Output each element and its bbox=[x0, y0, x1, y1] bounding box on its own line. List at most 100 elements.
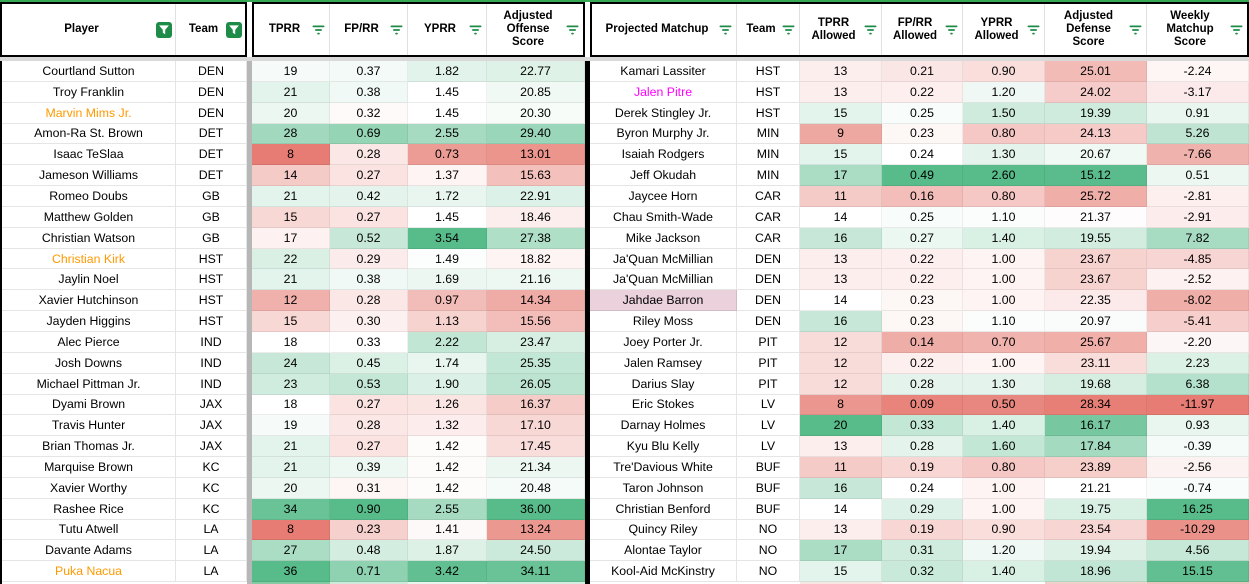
tprr-cell[interactable]: 18 bbox=[252, 331, 330, 353]
adj-offense-cell[interactable]: 26.05 bbox=[487, 373, 585, 395]
weekly-matchup-cell[interactable]: -3.17 bbox=[1147, 81, 1249, 103]
yprr-cell[interactable]: 1.13 bbox=[408, 311, 487, 332]
weekly-matchup-cell[interactable]: -8.02 bbox=[1147, 290, 1249, 312]
matchup-cell[interactable]: Ja'Quan McMillian bbox=[590, 248, 737, 270]
adj-offense-cell[interactable]: 25.35 bbox=[487, 352, 585, 374]
team-cell[interactable]: CAR bbox=[737, 206, 800, 228]
tprr-cell[interactable]: 15 bbox=[252, 311, 330, 332]
fprr-allowed-cell[interactable]: 0.19 bbox=[882, 519, 963, 541]
filter-lines-icon[interactable] bbox=[718, 24, 733, 35]
adj-defense-cell[interactable]: 20.97 bbox=[1045, 311, 1147, 332]
yprr-cell[interactable]: 2.55 bbox=[408, 123, 487, 145]
filter-funnel-icon[interactable] bbox=[226, 21, 242, 38]
fprr-cell[interactable]: 0.52 bbox=[330, 227, 408, 249]
weekly-matchup-cell[interactable]: -2.52 bbox=[1147, 269, 1249, 291]
yprr-cell[interactable]: 1.42 bbox=[408, 477, 487, 499]
tprr-allowed-cell[interactable]: 17 bbox=[800, 165, 882, 187]
tprr-cell[interactable]: 23 bbox=[252, 373, 330, 395]
yprr-allowed-cell[interactable]: 1.10 bbox=[963, 311, 1045, 332]
weekly-matchup-cell[interactable]: -0.39 bbox=[1147, 436, 1249, 458]
player-cell[interactable]: Jameson Williams bbox=[2, 165, 176, 187]
team-cell[interactable]: NO bbox=[737, 540, 800, 562]
adj-offense-cell[interactable]: 17.45 bbox=[487, 436, 585, 458]
weekly-matchup-cell[interactable]: 0.93 bbox=[1147, 415, 1249, 437]
weekly-matchup-cell[interactable]: -2.91 bbox=[1147, 206, 1249, 228]
adj-offense-cell[interactable]: 14.34 bbox=[487, 290, 585, 312]
adj-offense-cell[interactable]: 21.34 bbox=[487, 457, 585, 478]
yprr-allowed-cell[interactable]: 0.80 bbox=[963, 123, 1045, 145]
yprr-cell[interactable]: 1.90 bbox=[408, 373, 487, 395]
adj-defense-cell[interactable]: 19.68 bbox=[1045, 373, 1147, 395]
team-cell[interactable]: HST bbox=[737, 61, 800, 82]
adj-offense-cell[interactable]: 16.37 bbox=[487, 394, 585, 416]
adj-defense-cell[interactable]: 23.67 bbox=[1045, 248, 1147, 270]
player-cell[interactable]: Dyami Brown bbox=[2, 394, 176, 416]
filter-lines-icon[interactable] bbox=[1026, 24, 1041, 35]
adj-defense-cell[interactable]: 16.17 bbox=[1045, 415, 1147, 437]
yprr-cell[interactable]: 1.37 bbox=[408, 165, 487, 187]
weekly-matchup-cell[interactable]: -0.74 bbox=[1147, 477, 1249, 499]
adj-offense-cell[interactable]: 20.48 bbox=[487, 477, 585, 499]
fprr-allowed-cell[interactable]: 0.09 bbox=[882, 394, 963, 416]
matchup-cell[interactable]: Jeff Okudah bbox=[590, 165, 737, 187]
matchup-cell[interactable]: Jahdae Barron bbox=[590, 290, 737, 312]
player-cell[interactable]: Xavier Worthy bbox=[2, 477, 176, 499]
tprr-cell[interactable]: 28 bbox=[252, 123, 330, 145]
fprr-cell[interactable]: 0.27 bbox=[330, 394, 408, 416]
yprr-allowed-cell[interactable]: 1.00 bbox=[963, 477, 1045, 499]
team-cell[interactable]: JAX bbox=[176, 415, 247, 437]
fprr-cell[interactable]: 0.39 bbox=[330, 457, 408, 478]
adj-offense-cell[interactable]: 23.47 bbox=[487, 331, 585, 353]
tprr-allowed-cell[interactable]: 11 bbox=[800, 457, 882, 478]
matchup-cell[interactable]: Joey Porter Jr. bbox=[590, 331, 737, 353]
adj-defense-cell[interactable]: 24.13 bbox=[1045, 123, 1147, 145]
player-cell[interactable]: Tutu Atwell bbox=[2, 519, 176, 541]
fprr-cell[interactable]: 0.33 bbox=[330, 331, 408, 353]
fprr-cell[interactable]: 0.32 bbox=[330, 102, 408, 124]
column-header-projected-matchup[interactable]: Projected Matchup bbox=[592, 4, 737, 55]
player-cell[interactable]: Alec Pierce bbox=[2, 331, 176, 353]
weekly-matchup-cell[interactable]: -5.41 bbox=[1147, 311, 1249, 332]
column-header-tprr[interactable]: TPRR bbox=[254, 4, 330, 55]
tprr-allowed-cell[interactable]: 9 bbox=[800, 123, 882, 145]
team-cell[interactable]: CAR bbox=[737, 227, 800, 249]
team-cell[interactable]: BUF bbox=[737, 477, 800, 499]
player-cell[interactable]: Travis Hunter bbox=[2, 415, 176, 437]
tprr-allowed-cell[interactable]: 16 bbox=[800, 477, 882, 499]
adj-offense-cell[interactable]: 34.11 bbox=[487, 561, 585, 583]
tprr-cell[interactable]: 21 bbox=[252, 186, 330, 207]
adj-defense-cell[interactable]: 25.67 bbox=[1045, 331, 1147, 353]
team-cell[interactable]: KC bbox=[176, 477, 247, 499]
weekly-matchup-cell[interactable]: 2.23 bbox=[1147, 352, 1249, 374]
matchup-cell[interactable]: Tre'Davious White bbox=[590, 457, 737, 478]
matchup-cell[interactable]: Jalen Ramsey bbox=[590, 352, 737, 374]
fprr-cell[interactable]: 0.45 bbox=[330, 352, 408, 374]
yprr-cell[interactable]: 1.45 bbox=[408, 102, 487, 124]
matchup-cell[interactable]: Quincy Riley bbox=[590, 519, 737, 541]
tprr-allowed-cell[interactable]: 13 bbox=[800, 436, 882, 458]
weekly-matchup-cell[interactable]: 0.91 bbox=[1147, 102, 1249, 124]
fprr-cell[interactable]: 0.30 bbox=[330, 311, 408, 332]
yprr-allowed-cell[interactable]: 1.00 bbox=[963, 290, 1045, 312]
adj-offense-cell[interactable]: 27.38 bbox=[487, 227, 585, 249]
fprr-cell[interactable]: 0.53 bbox=[330, 373, 408, 395]
team-cell[interactable]: JAX bbox=[176, 394, 247, 416]
fprr-cell[interactable]: 0.31 bbox=[330, 477, 408, 499]
adj-defense-cell[interactable]: 25.01 bbox=[1045, 61, 1147, 82]
team-cell[interactable]: NO bbox=[737, 561, 800, 583]
tprr-cell[interactable]: 21 bbox=[252, 457, 330, 478]
tprr-cell[interactable]: 19 bbox=[252, 415, 330, 437]
matchup-cell[interactable]: Alontae Taylor bbox=[590, 540, 737, 562]
yprr-cell[interactable]: 1.32 bbox=[408, 415, 487, 437]
column-header-weekly-matchup-score[interactable]: Weekly Matchup Score bbox=[1147, 4, 1247, 55]
yprr-allowed-cell[interactable]: 1.30 bbox=[963, 373, 1045, 395]
player-cell[interactable]: Davante Adams bbox=[2, 540, 176, 562]
team-cell[interactable]: NO bbox=[737, 519, 800, 541]
yprr-cell[interactable]: 1.49 bbox=[408, 248, 487, 270]
yprr-allowed-cell[interactable]: 0.90 bbox=[963, 519, 1045, 541]
tprr-cell[interactable]: 22 bbox=[252, 248, 330, 270]
fprr-allowed-cell[interactable]: 0.21 bbox=[882, 61, 963, 82]
matchup-cell[interactable]: Darnay Holmes bbox=[590, 415, 737, 437]
fprr-allowed-cell[interactable]: 0.27 bbox=[882, 227, 963, 249]
weekly-matchup-cell[interactable]: -2.24 bbox=[1147, 61, 1249, 82]
